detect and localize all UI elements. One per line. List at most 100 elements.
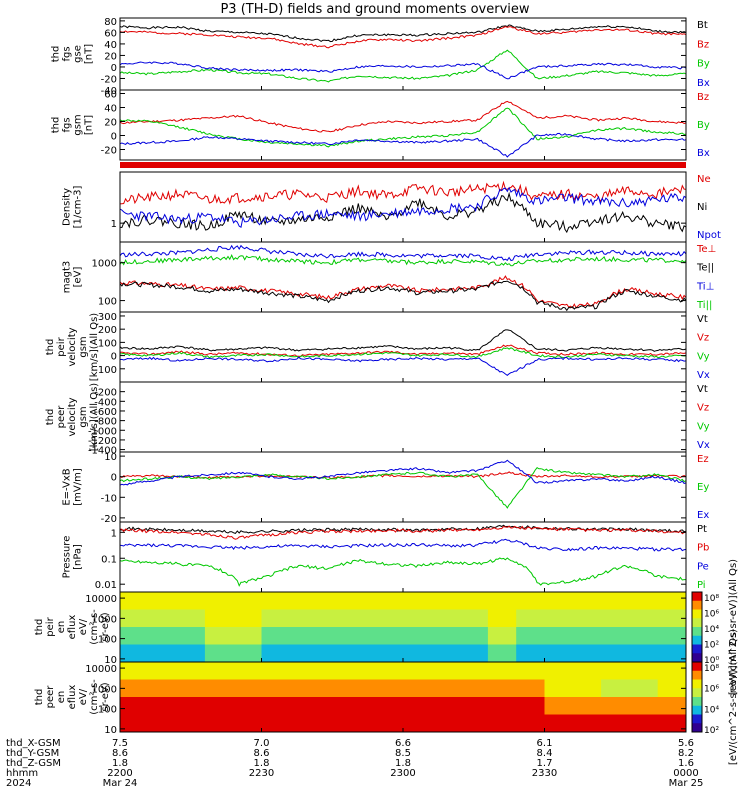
legend-entry: Vz <box>697 333 709 344</box>
x-axis-value: 2330 <box>532 768 557 779</box>
heat-cell <box>374 609 404 628</box>
heat-cell <box>459 609 489 628</box>
heat-cell <box>318 609 347 628</box>
series-line-Ne <box>119 180 687 205</box>
x-axis-row-label: thd_Y-GSM <box>6 748 59 759</box>
y-tick-label: 10 <box>104 452 117 463</box>
heat-cell <box>148 592 178 610</box>
y-tick-label: 40 <box>104 40 117 51</box>
x-axis-value: Mar 24 <box>103 778 138 789</box>
y-axis-label: eflux <box>67 615 78 640</box>
heat-cell <box>318 627 347 645</box>
heat-cell <box>629 662 659 680</box>
heat-cell <box>459 679 489 698</box>
heat-cell <box>346 592 376 610</box>
y-tick-label: -100 <box>94 365 117 376</box>
heat-cell <box>516 627 545 645</box>
heat-cell <box>233 714 262 733</box>
heat-cell <box>572 679 602 698</box>
heat-cell <box>487 644 517 663</box>
y-axis-label: sr-eV) <box>100 682 111 711</box>
heat-cell <box>431 697 461 715</box>
series-line-Bt <box>119 24 687 43</box>
heat-cell <box>544 714 574 733</box>
heat-cell <box>403 609 432 628</box>
heat-cell <box>176 644 206 663</box>
y-axis-label: Density <box>62 188 73 226</box>
legend-entry: Npot <box>697 230 721 241</box>
heat-cell <box>204 609 234 628</box>
y-axis-label: peir <box>45 616 56 636</box>
y-axis-label: gsm <box>78 336 89 357</box>
y-tick-label: 300 <box>98 312 117 323</box>
panel-9: 10⁸ 10⁶ 10⁴ 10² [eV/(cm^2-s-sr-eV)](All Qs) 1… <box>34 629 739 765</box>
y-tick-label: -10 <box>101 493 117 504</box>
y-axis-label: [km/s](All Qs) <box>89 313 100 381</box>
y-axis-label: thd <box>51 46 62 63</box>
heat-cell <box>233 644 262 663</box>
heat-cell <box>459 592 489 610</box>
y-tick-label: 100 <box>98 635 117 646</box>
series-line-Bx <box>119 61 687 80</box>
heat-cell <box>487 714 517 733</box>
heat-cell <box>431 592 461 610</box>
y-tick-label: 10000 <box>85 664 117 675</box>
colorbar-tick-label: 10⁸ <box>704 594 719 604</box>
colorbar-title: [eV/(cm^2-s-sr-eV)](All Qs) <box>728 559 739 695</box>
x-axis-row-label: hhmm <box>6 768 38 779</box>
heat-cell <box>516 679 545 698</box>
heat-cell <box>204 697 234 715</box>
x-axis-value: 1.8 <box>254 758 270 769</box>
series-line-Npot <box>119 186 687 228</box>
y-tick-label: 20 <box>104 51 117 62</box>
x-axis-value: 8.5 <box>395 748 411 759</box>
x-axis-value: 8.6 <box>254 748 270 759</box>
heat-cell <box>176 697 206 715</box>
y-tick-label: -1400 <box>88 446 117 457</box>
heat-cell <box>204 592 234 610</box>
heat-cell <box>148 627 178 645</box>
heat-cell <box>657 627 687 645</box>
heat-cell <box>374 679 404 698</box>
legend-entry: Vz <box>697 403 709 414</box>
heat-cell <box>346 662 376 680</box>
x-axis-value: 7.0 <box>254 738 270 749</box>
y-tick-label: 1 <box>111 219 117 230</box>
y-axis-label: magt3 <box>62 261 73 294</box>
heat-cell <box>487 592 517 610</box>
series-line-By <box>119 107 687 148</box>
y-axis-label: thd <box>51 117 62 134</box>
colorbar-tick-label: 10⁴ <box>704 625 719 635</box>
series-line-Ti|| <box>119 253 687 267</box>
colorbar-segment <box>692 609 702 619</box>
y-tick-label: 1000 <box>92 259 117 270</box>
heat-cell <box>403 592 432 610</box>
colorbar-segment <box>692 723 702 733</box>
colorbar-segment <box>692 705 702 715</box>
y-tick-label: -20 <box>101 146 117 157</box>
x-axis-value: 8.2 <box>678 748 694 759</box>
legend-entry: Ex <box>697 510 709 521</box>
y-axis-label: thd <box>45 409 56 426</box>
heat-cell <box>318 592 347 610</box>
y-axis-label: peer <box>45 685 56 709</box>
heat-cell <box>516 592 545 610</box>
y-axis-label: thd <box>45 339 56 356</box>
heat-cell <box>601 679 630 698</box>
y-tick-label: 10 <box>104 725 117 736</box>
panel-frame <box>119 311 687 383</box>
panel-4: Vt Vz Vy Vx -100 0 100 200 300 thd peir velocity gsm… <box>45 311 710 383</box>
panel-frame <box>119 171 687 243</box>
heat-cell <box>544 679 574 698</box>
y-axis-label: [km/s](All Qs) <box>89 383 100 451</box>
heat-cell <box>148 714 178 733</box>
series-line-Ez <box>119 471 687 480</box>
heat-cell <box>403 627 432 645</box>
series-line-By <box>119 49 687 83</box>
heat-cell <box>176 679 206 698</box>
colorbar-tick-label: 10⁴ <box>704 705 719 715</box>
colorbar-segment <box>692 679 702 689</box>
colorbar-tick-label: 10⁶ <box>704 610 719 620</box>
heat-cell <box>431 714 461 733</box>
legend-entry: Bz <box>697 39 709 50</box>
